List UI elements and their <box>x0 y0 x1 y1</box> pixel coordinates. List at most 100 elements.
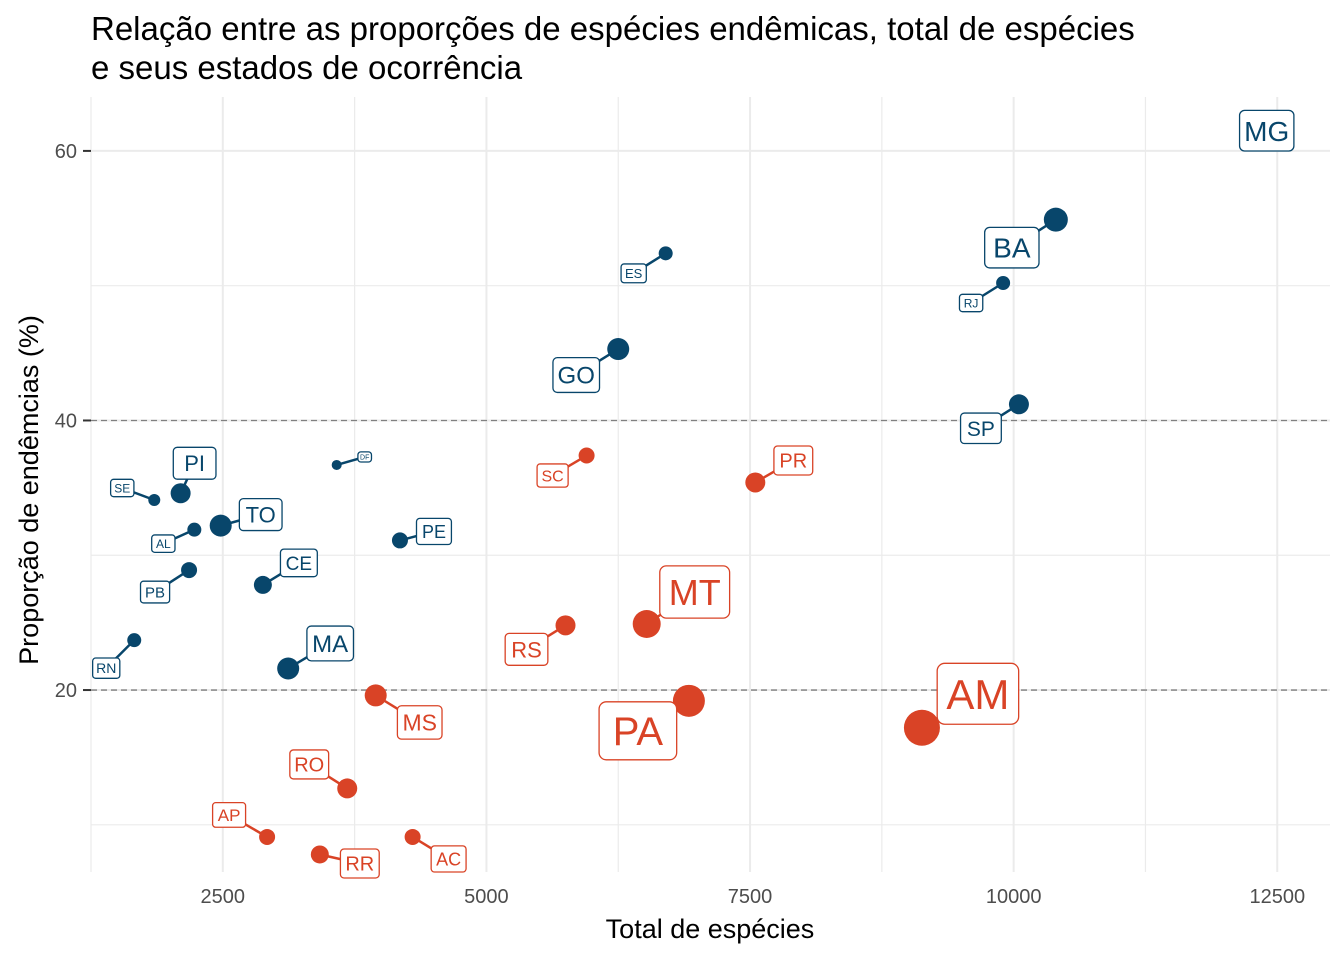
data-points <box>127 207 1068 864</box>
point-rn <box>127 633 142 648</box>
point-label-go: GO <box>558 363 595 390</box>
grid-lines <box>90 97 1330 872</box>
label-box-pr <box>773 445 814 476</box>
label-box-ms <box>396 705 443 740</box>
point-sp <box>1008 394 1029 415</box>
point-label-pi: PI <box>184 451 205 476</box>
point-ro <box>337 778 358 799</box>
point-label-ba: BA <box>993 233 1031 264</box>
point-label-ac: AC <box>436 849 461 869</box>
y-axis-title: Proporção de endêmcias (%) <box>14 315 44 665</box>
y-tick-label: 60 <box>55 141 77 163</box>
point-pi <box>170 483 191 504</box>
label-box-pe <box>415 517 453 546</box>
point-labels: MG BA RJ SP ES GO DF PI SE TO AL PE PB CE RN MA SC PR MT RS… <box>92 109 1295 879</box>
label-box-es <box>620 263 647 284</box>
point-label-es: ES <box>625 266 643 281</box>
x-tick-label: 5000 <box>464 886 509 908</box>
label-box-pa <box>598 701 678 761</box>
point-ce <box>253 575 272 594</box>
label-box-go <box>552 356 601 394</box>
label-box-al <box>151 534 176 554</box>
label-box-rr <box>339 848 380 879</box>
point-se <box>148 494 161 506</box>
point-go <box>607 338 630 361</box>
point-am <box>903 709 940 746</box>
point-label-rr: RR <box>345 854 374 876</box>
point-rr <box>310 845 329 864</box>
point-label-ap: AP <box>218 806 241 825</box>
label-box-se <box>109 478 135 498</box>
point-pa <box>672 684 705 717</box>
label-box-rn <box>92 657 121 679</box>
point-ba <box>1043 207 1068 232</box>
label-box-ac <box>430 845 467 873</box>
point-label-pe: PE <box>422 522 446 542</box>
label-box-sp <box>959 412 1002 445</box>
label-box-rj <box>958 293 984 313</box>
label-box-ba <box>984 226 1040 269</box>
label-box-ce <box>279 548 318 578</box>
point-label-ms: MS <box>402 710 437 736</box>
point-ma <box>277 657 300 680</box>
x-tick-label: 7500 <box>728 886 773 908</box>
point-label-ma: MA <box>312 631 348 658</box>
point-label-am: AM <box>946 671 1009 718</box>
point-label-sc: SC <box>541 468 563 485</box>
label-box-to <box>238 498 283 532</box>
x-tick-label: 10000 <box>986 886 1042 908</box>
point-label-mt: MT <box>669 572 721 613</box>
point-label-mg: MG <box>1244 116 1289 147</box>
label-box-ma <box>306 625 355 662</box>
label-box-ap <box>211 801 247 828</box>
label-box-rs <box>504 632 549 666</box>
label-box-am <box>936 662 1020 725</box>
label-box-df <box>357 451 373 463</box>
point-sc <box>578 447 595 464</box>
label-box-pb <box>139 580 171 604</box>
point-label-al: AL <box>156 537 171 551</box>
point-es <box>658 246 673 261</box>
point-label-rj: RJ <box>964 296 979 310</box>
x-axis-title: Total de espécies <box>606 914 815 944</box>
y-axis-ticks: 20 40 60 <box>55 141 91 702</box>
point-pb <box>181 562 198 579</box>
point-pr <box>745 472 766 493</box>
point-ac <box>404 828 421 845</box>
point-label-pa: PA <box>613 710 664 754</box>
point-label-ro: RO <box>294 755 324 777</box>
chart-title-line-1: Relação entre as proporções de espécies … <box>91 10 1135 47</box>
point-rs <box>555 615 576 636</box>
point-to <box>209 514 232 537</box>
point-label-pb: PB <box>145 584 165 601</box>
point-label-se: SE <box>114 481 130 495</box>
point-al <box>187 522 202 537</box>
point-rj <box>996 276 1011 290</box>
label-box-ro <box>289 749 330 780</box>
point-label-pr: PR <box>779 451 807 473</box>
point-df <box>331 459 342 470</box>
label-box-mt <box>659 565 731 619</box>
point-ap <box>259 828 276 845</box>
reference-lines <box>91 419 1330 691</box>
label-box-sc <box>536 463 569 488</box>
point-label-rn: RN <box>96 660 116 676</box>
x-axis-ticks: 2500 5000 7500 10000 12500 <box>201 886 1306 908</box>
chart-title-line-2: e seus estados de ocorrência <box>91 49 523 86</box>
label-connectors <box>105 218 1057 865</box>
y-tick-label: 40 <box>55 410 77 432</box>
x-tick-label: 2500 <box>201 886 246 908</box>
point-label-rs: RS <box>511 637 542 662</box>
point-ms <box>364 684 387 707</box>
y-tick-label: 20 <box>55 680 77 702</box>
point-label-df: DF <box>360 454 369 461</box>
point-label-to: TO <box>246 503 276 528</box>
x-tick-label: 12500 <box>1249 886 1305 908</box>
point-pe <box>391 532 408 549</box>
label-box-pi <box>172 446 217 480</box>
point-mt <box>632 610 661 638</box>
point-label-ce: CE <box>286 554 312 575</box>
point-label-sp: SP <box>967 418 995 441</box>
label-box-mg <box>1238 109 1295 152</box>
